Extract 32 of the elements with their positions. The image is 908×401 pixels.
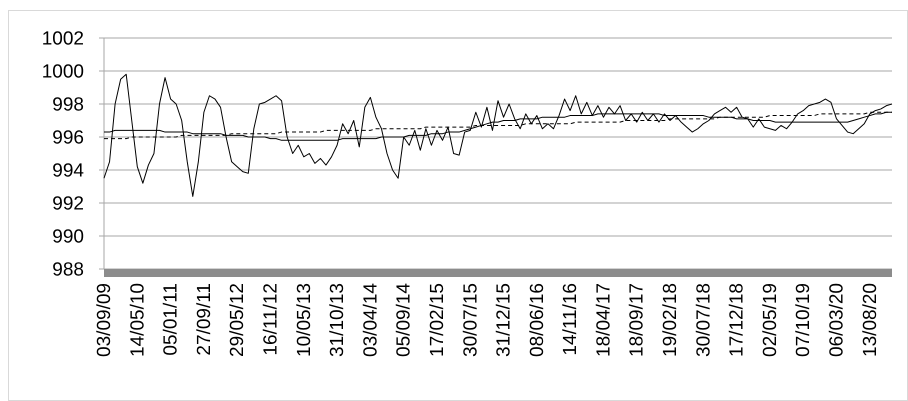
x-tick-label: 27/09/11 (194, 283, 215, 356)
x-tick-label: 14/11/16 (560, 283, 582, 356)
x-tick-label: 05/09/14 (394, 282, 415, 357)
x-tick-label: 31/10/13 (327, 283, 348, 357)
x-tick-label: 02/05/19 (760, 283, 781, 357)
y-tick-label: 996 (52, 128, 84, 149)
x-tick-label: 18/04/17 (593, 283, 614, 357)
y-tick-label: 1002 (42, 28, 84, 50)
x-tick-label: 18/09/17 (626, 283, 648, 357)
x-tick-label: 29/05/12 (227, 283, 248, 357)
x-tick-label: 17/12/18 (726, 283, 748, 357)
y-tick-label: 992 (52, 194, 84, 215)
x-tick-label: 03/09/09 (94, 283, 115, 357)
x-tick-label: 05/01/11 (160, 283, 182, 356)
x-tick-label: 30/07/18 (693, 283, 714, 357)
y-tick-label: 1000 (42, 62, 84, 83)
x-tick-label: 14/05/10 (127, 283, 148, 357)
x-tick-label: 31/12/15 (494, 283, 515, 357)
y-tick-label: 988 (52, 260, 84, 281)
x-tick-label: 03/04/14 (360, 282, 382, 357)
y-tick-label: 998 (52, 94, 84, 116)
x-tick-label: 07/10/19 (793, 283, 814, 357)
x-tick-label: 08/06/16 (526, 283, 548, 357)
x-tick-label: 13/08/20 (860, 283, 881, 357)
x-tick-label: 16/11/12 (260, 283, 282, 356)
x-tick-label: 06/03/20 (826, 283, 848, 357)
y-tick-label: 990 (52, 226, 84, 248)
x-tick-label: 10/05/13 (294, 283, 315, 357)
x-tick-label: 17/02/15 (426, 283, 448, 357)
x-tick-label: 19/02/18 (660, 283, 682, 357)
x-tick-label: 30/07/15 (460, 283, 482, 357)
y-tick-label: 994 (52, 160, 84, 182)
